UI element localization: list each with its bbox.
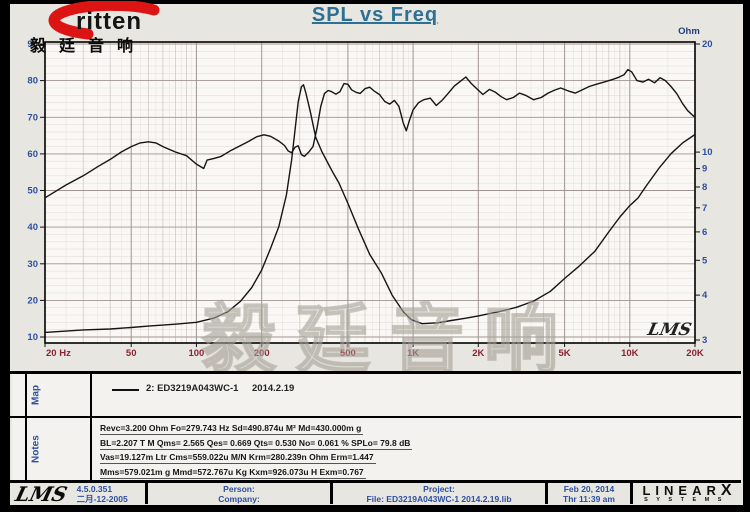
ts-parameters-notes: Revc=3.200 Ohm Fo=279.743 Hz Sd=490.874u… xyxy=(100,423,413,481)
footer-person-cell: Person: Company: xyxy=(145,483,330,504)
svg-text:50: 50 xyxy=(27,186,38,197)
svg-text:20: 20 xyxy=(702,39,713,50)
lms-watermark-script: LMS xyxy=(645,320,694,340)
brand-name: ritten xyxy=(76,8,142,35)
svg-text:20 Hz: 20 Hz xyxy=(46,348,71,359)
notes-line-3: Vas=19.127m Ltr Cms=559.022u M/N Krm=280… xyxy=(100,452,376,464)
page-title: SPL vs Freq xyxy=(311,4,439,26)
svg-text:5: 5 xyxy=(702,255,708,266)
svg-text:3: 3 xyxy=(702,335,707,346)
legend-line-sample xyxy=(112,389,139,391)
linearx-systems-label: SYSTEMS xyxy=(644,496,730,503)
linearx-logo: LINEARX xyxy=(642,483,732,499)
svg-text:6: 6 xyxy=(702,227,707,238)
footer-bar: LMS 4.5.0.351 二月-12-2005 Person: Company… xyxy=(10,483,741,504)
divider-notes-footer xyxy=(10,480,741,483)
footer-datetime-cell: Feb 20, 2014 Thr 11:39 am xyxy=(545,483,630,504)
lms-logo: LMS xyxy=(13,483,70,504)
svg-text:5K: 5K xyxy=(559,348,571,359)
svg-text:10: 10 xyxy=(702,147,713,158)
footer-lms-version-cell: LMS 4.5.0.351 二月-12-2005 xyxy=(10,483,145,504)
brand-chinese-name: 毅廷音响 xyxy=(30,38,147,55)
legend-notes-band xyxy=(12,374,741,480)
legend-curve-date: 2014.2.19 xyxy=(252,383,295,394)
svg-text:70: 70 xyxy=(27,112,38,123)
svg-text:60: 60 xyxy=(27,149,38,160)
sidebar-outer-border xyxy=(25,374,27,480)
svg-text:20: 20 xyxy=(27,295,38,306)
footer-linearx-cell: LINEARX SYSTEMS xyxy=(630,483,741,504)
svg-text:9: 9 xyxy=(702,164,707,175)
svg-text:100: 100 xyxy=(188,348,204,359)
report-date: Feb 20, 2014 xyxy=(563,483,615,494)
company-label: Company: xyxy=(218,493,260,504)
logo-swoosh-icon xyxy=(48,0,160,40)
notes-line-1: Revc=3.200 Ohm Fo=279.743 Hz Sd=490.874u… xyxy=(100,423,364,435)
svg-text:90: 90 xyxy=(27,39,38,50)
lms-version: 4.5.0.351 xyxy=(76,483,113,494)
map-section-label: Map xyxy=(30,385,42,405)
svg-text:8: 8 xyxy=(702,182,707,193)
person-label: Person: xyxy=(223,483,255,494)
notes-line-4: Mms=579.021m g Mmd=572.767u Kg Kxm=926.0… xyxy=(100,466,366,479)
svg-text:200: 200 xyxy=(254,348,270,359)
svg-text:50: 50 xyxy=(126,348,137,359)
project-label: Project: xyxy=(423,483,455,494)
file-label: File: ED3219A043WC-1 2014.2.19.lib xyxy=(366,493,512,504)
svg-text:Ohm: Ohm xyxy=(678,26,700,37)
svg-text:500: 500 xyxy=(340,348,356,359)
svg-text:30: 30 xyxy=(27,259,38,270)
svg-text:1K: 1K xyxy=(407,348,419,359)
divider-legend-notes xyxy=(10,416,741,418)
notes-line-2: BL=2.207 T M Qms= 2.565 Qes= 0.669 Qts= … xyxy=(100,437,413,450)
lms-version-date: 二月-12-2005 xyxy=(76,493,128,504)
svg-text:80: 80 xyxy=(27,76,38,87)
sidebar-inner-border xyxy=(90,374,92,480)
watermark-text: 毅廷音响 xyxy=(201,297,578,382)
svg-text:20K: 20K xyxy=(686,348,704,359)
brand-logo: ritten 毅廷音响 xyxy=(26,0,226,55)
report-time: Thr 11:39 am xyxy=(563,493,615,504)
notes-section-label: Notes xyxy=(30,435,42,463)
footer-project-cell: Project: File: ED3219A043WC-1 2014.2.19.… xyxy=(330,483,545,504)
divider-chart-legend xyxy=(10,371,741,374)
svg-text:4: 4 xyxy=(702,290,708,301)
legend-curve-label: 2: ED3219A043WC-1 xyxy=(146,383,239,394)
svg-text:10: 10 xyxy=(27,332,38,343)
svg-text:10K: 10K xyxy=(621,348,639,359)
svg-text:2K: 2K xyxy=(472,348,484,359)
svg-text:7: 7 xyxy=(702,203,707,214)
svg-text:40: 40 xyxy=(27,222,38,233)
